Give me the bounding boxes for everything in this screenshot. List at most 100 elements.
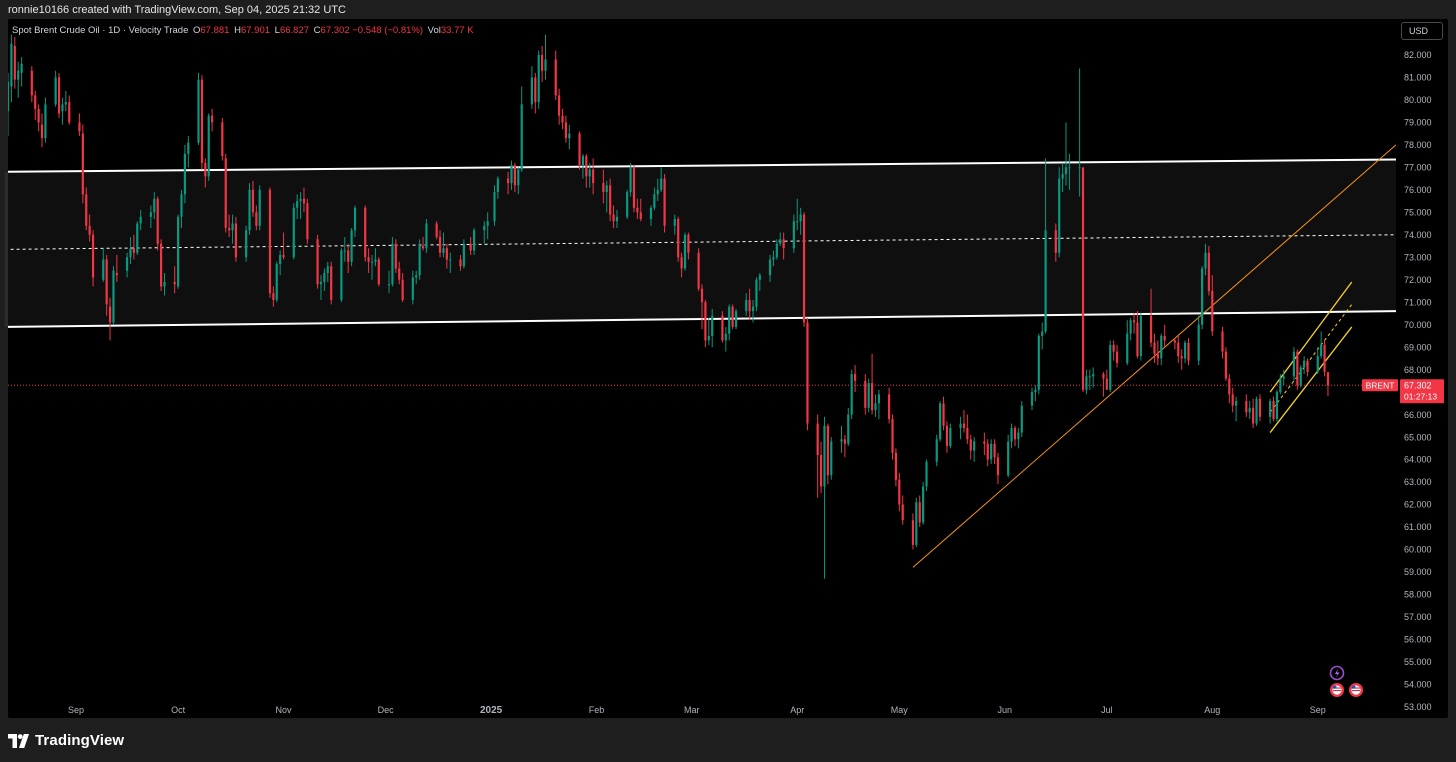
candle[interactable] (585, 153, 588, 188)
candle[interactable] (387, 270, 391, 294)
candle[interactable] (197, 72, 200, 145)
tradingview-logo[interactable]: TradingView (8, 732, 124, 749)
lightning-icon[interactable] (1329, 665, 1345, 681)
candle[interactable] (1126, 320, 1129, 366)
candle[interactable] (660, 167, 663, 193)
candle[interactable] (758, 272, 761, 291)
candle[interactable] (721, 311, 724, 343)
candle[interactable] (656, 178, 659, 202)
currency-button[interactable]: USD (1401, 22, 1443, 40)
candle[interactable] (415, 270, 418, 285)
candle[interactable] (1034, 385, 1037, 402)
candle[interactable] (153, 192, 156, 220)
candle[interactable] (364, 205, 367, 262)
candle[interactable] (1221, 326, 1224, 359)
candle[interactable] (1231, 387, 1234, 413)
candle[interactable] (636, 198, 639, 220)
candle[interactable] (605, 180, 608, 213)
candle[interactable] (677, 216, 680, 262)
candle[interactable] (258, 185, 261, 231)
candle[interactable] (17, 61, 20, 98)
candle[interactable] (993, 439, 996, 465)
candle[interactable] (853, 365, 857, 393)
candle[interactable] (445, 243, 448, 269)
candle[interactable] (755, 277, 758, 312)
candle[interactable] (421, 237, 425, 251)
candle[interactable] (394, 239, 397, 273)
candle[interactable] (7, 72, 10, 136)
candle[interactable] (568, 124, 571, 150)
candle[interactable] (799, 207, 802, 235)
candle[interactable] (510, 160, 513, 190)
candle[interactable] (340, 248, 343, 303)
candle[interactable] (683, 232, 687, 271)
candle[interactable] (939, 401, 942, 442)
candle[interactable] (915, 497, 918, 548)
candle[interactable] (139, 210, 142, 231)
candle[interactable] (935, 434, 938, 467)
candle[interactable] (697, 248, 700, 291)
candle[interactable] (962, 410, 966, 433)
candle[interactable] (775, 239, 778, 260)
candle[interactable] (973, 437, 976, 462)
candle[interactable] (901, 495, 904, 525)
candle[interactable] (486, 212, 489, 240)
candle[interactable] (959, 416, 962, 440)
candle[interactable] (506, 171, 510, 195)
candle[interactable] (377, 257, 380, 287)
candle[interactable] (1061, 162, 1064, 193)
candle[interactable] (1303, 356, 1306, 375)
candle[interactable] (64, 90, 67, 112)
candle[interactable] (728, 304, 731, 341)
candle[interactable] (125, 252, 129, 278)
candle[interactable] (1275, 389, 1279, 422)
candle[interactable] (1224, 347, 1228, 381)
candle[interactable] (629, 162, 632, 197)
candle[interactable] (496, 176, 499, 199)
candle[interactable] (874, 394, 877, 417)
candle[interactable] (13, 36, 16, 89)
candle[interactable] (802, 212, 806, 327)
candle[interactable] (54, 70, 57, 107)
candle[interactable] (40, 113, 44, 148)
candle[interactable] (398, 261, 401, 285)
candle[interactable] (57, 72, 61, 118)
candle[interactable] (37, 104, 40, 132)
candle[interactable] (751, 299, 755, 323)
candle[interactable] (68, 95, 71, 125)
candle[interactable] (704, 299, 707, 348)
candle[interactable] (401, 272, 404, 303)
candle[interactable] (411, 270, 414, 305)
candle[interactable] (534, 72, 537, 114)
candle[interactable] (1153, 333, 1156, 363)
candle[interactable] (370, 254, 374, 280)
candle[interactable] (734, 308, 738, 330)
candle[interactable] (469, 237, 472, 255)
candle[interactable] (61, 97, 64, 125)
candle[interactable] (44, 97, 47, 143)
candle[interactable] (945, 421, 949, 453)
candle[interactable] (724, 326, 727, 352)
candle[interactable] (1041, 322, 1044, 350)
candle[interactable] (91, 230, 95, 287)
candle[interactable] (1299, 365, 1302, 388)
candle[interactable] (302, 187, 306, 213)
candle[interactable] (867, 378, 870, 413)
candle[interactable] (1132, 313, 1136, 334)
candle[interactable] (922, 482, 925, 525)
candle[interactable] (1255, 396, 1258, 426)
candle[interactable] (969, 434, 972, 460)
candle[interactable] (609, 178, 612, 222)
candle[interactable] (1030, 387, 1034, 411)
candle[interactable] (156, 196, 159, 251)
candle[interactable] (840, 425, 843, 453)
candle[interactable] (1320, 331, 1323, 359)
candle[interactable] (1156, 340, 1159, 366)
candle[interactable] (966, 414, 969, 444)
candle[interactable] (1173, 338, 1176, 350)
candle[interactable] (612, 205, 615, 229)
candle[interactable] (843, 434, 846, 458)
candle[interactable] (1279, 374, 1282, 395)
candle[interactable] (544, 34, 547, 80)
